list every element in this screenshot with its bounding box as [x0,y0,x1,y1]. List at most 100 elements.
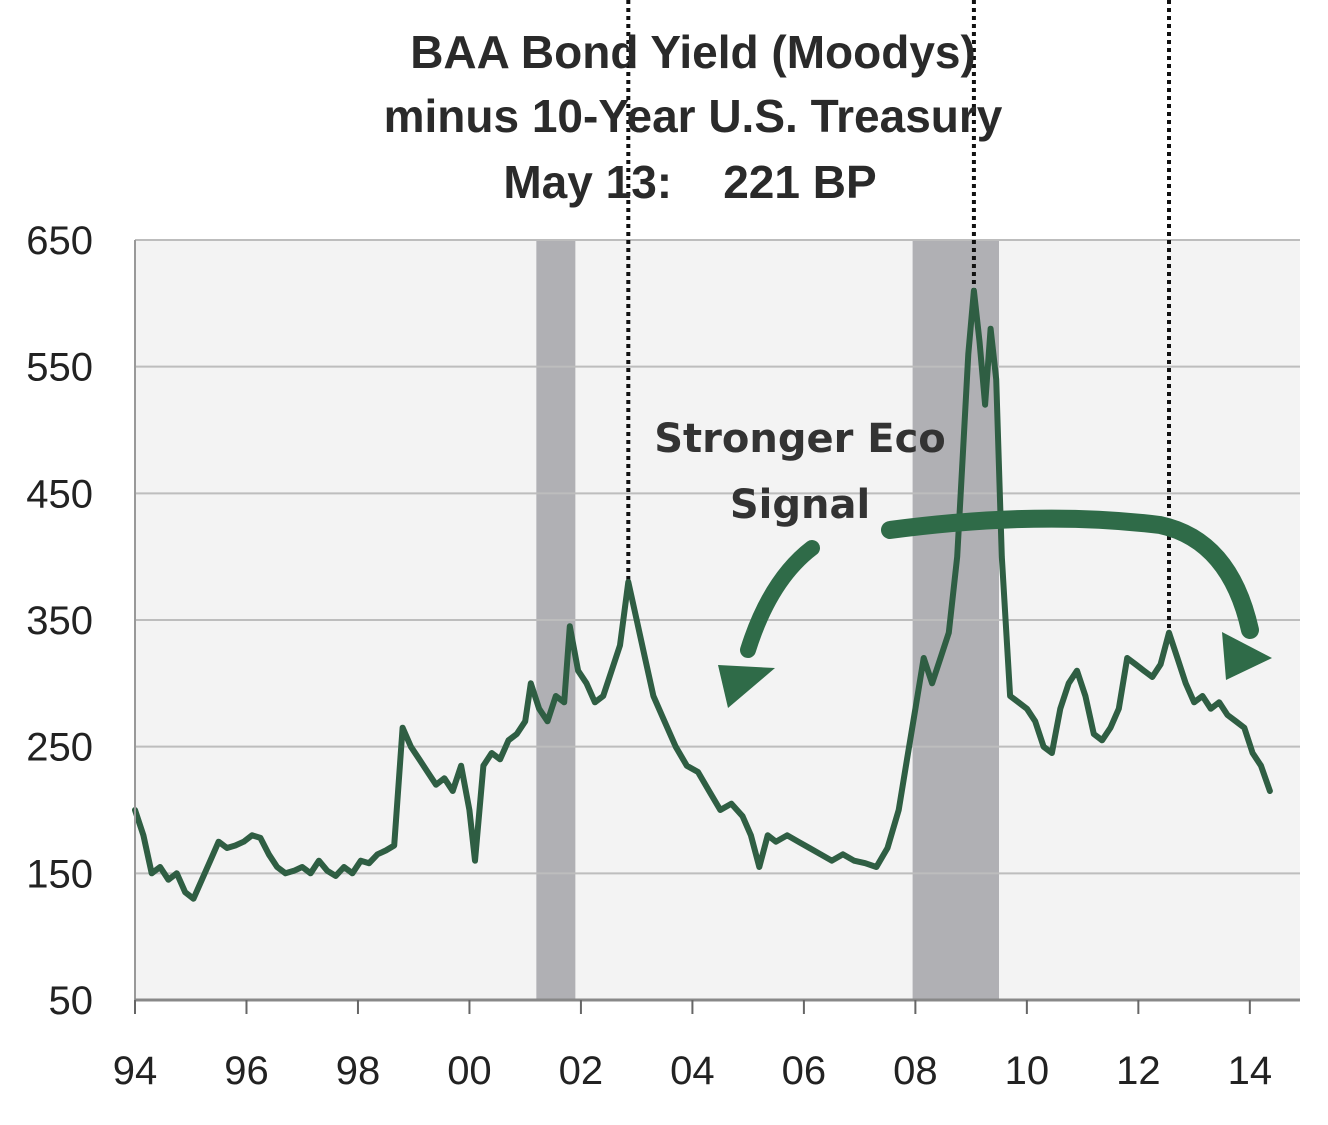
series-point-96 [971,288,977,294]
chart-title: BAA Bond Yield (Moodys) [410,26,976,78]
axes [134,240,1300,1002]
series-point-111 [1082,693,1088,699]
series-point-98 [982,402,988,408]
series-point-31 [391,842,397,848]
x-tick-label-02: 02 [559,1049,604,1093]
series-point-126 [1208,706,1214,712]
series-point-73 [756,864,762,870]
x-tick-label-12: 12 [1116,1049,1161,1093]
series-point-24 [333,873,339,879]
series-point-29 [374,851,380,857]
series-point-95 [965,351,971,357]
series-point-28 [366,860,372,866]
chart-subtitle: minus 10-Year U.S. Treasury [384,90,1003,142]
series-point-57 [600,693,606,699]
x-tick-label-10: 10 [1005,1049,1050,1093]
series-point-106 [1041,744,1047,750]
x-tick-label-98: 98 [336,1049,381,1093]
series-point-81 [840,851,846,857]
series-point-117 [1133,661,1139,667]
series-point-131 [1250,750,1256,756]
series-point-65 [673,744,679,750]
series-point-93 [954,554,960,560]
series-point-9 [207,858,213,864]
series-point-91 [937,655,943,661]
series-point-44 [497,756,503,762]
series-point-49 [536,706,542,712]
series-point-84 [873,864,879,870]
series-point-102 [1007,693,1013,699]
series-point-67 [695,769,701,775]
series-point-79 [818,851,824,857]
series-point-101 [999,554,1005,560]
series-point-78 [806,845,812,851]
y-tick-label-350: 350 [26,599,93,643]
arrow-left-shaft [740,540,820,658]
series-point-68 [706,788,712,794]
series-point-23 [324,868,330,874]
y-tick-label-550: 550 [26,346,93,390]
series-point-18 [283,870,289,876]
series-point-37 [441,775,447,781]
series-point-54 [575,668,581,674]
series-point-30 [383,848,389,854]
series-point-87 [904,756,910,762]
series-point-69 [717,807,723,813]
series-point-55 [584,680,590,686]
series-point-60 [625,579,631,585]
series-point-62 [642,655,648,661]
series-point-1 [140,832,146,838]
series-point-26 [349,870,355,876]
chart-subtitle-date: May 13: 221 BP [503,156,876,208]
series-point-89 [921,655,927,661]
series-point-132 [1258,763,1264,769]
series-point-97 [976,338,982,344]
series-point-83 [862,860,868,866]
series-point-34 [416,756,422,762]
series-point-103 [1016,699,1022,705]
series-point-76 [784,832,790,838]
series-point-127 [1216,699,1222,705]
series-point-75 [773,839,779,845]
series-point-104 [1024,706,1030,712]
series-point-74 [765,832,771,838]
series-point-130 [1241,725,1247,731]
series-point-114 [1107,725,1113,731]
x-tick-labels: 94 96 98 00 02 04 06 08 10 12 14 [113,1000,1272,1093]
series-point-50 [544,718,550,724]
series-point-100 [993,376,999,382]
x-tick-label-06: 06 [782,1049,827,1093]
series-point-90 [929,680,935,686]
series-point-6 [182,889,188,895]
series-point-27 [358,858,364,864]
series-point-124 [1191,699,1197,705]
annotation-arrows [718,509,1272,708]
series-point-41 [472,858,478,864]
series-point-94 [960,452,966,458]
x-tick-label-14: 14 [1228,1049,1273,1093]
series-point-128 [1225,712,1231,718]
series-point-113 [1099,737,1105,743]
series-point-43 [489,750,495,756]
series-point-25 [341,864,347,870]
series-point-66 [684,763,690,769]
series-point-123 [1183,680,1189,686]
y-tick-labels: 50 150 250 350 450 550 650 [26,219,93,1023]
series-point-15 [257,835,263,841]
series-point-4 [165,877,171,883]
series-point-71 [740,813,746,819]
series-point-61 [634,617,640,623]
series-point-115 [1116,706,1122,712]
y-tick-label-650: 650 [26,219,93,263]
reference-lines [626,0,1172,633]
series-point-7 [191,896,197,902]
series-point-72 [748,832,754,838]
series-point-40 [466,807,472,813]
series-point-48 [528,680,534,686]
series-point-59 [617,642,623,648]
series-point-21 [308,870,314,876]
series-layer [132,287,1273,902]
series-point-16 [266,851,272,857]
annotation-text-line1: Stronger Eco [654,416,946,462]
